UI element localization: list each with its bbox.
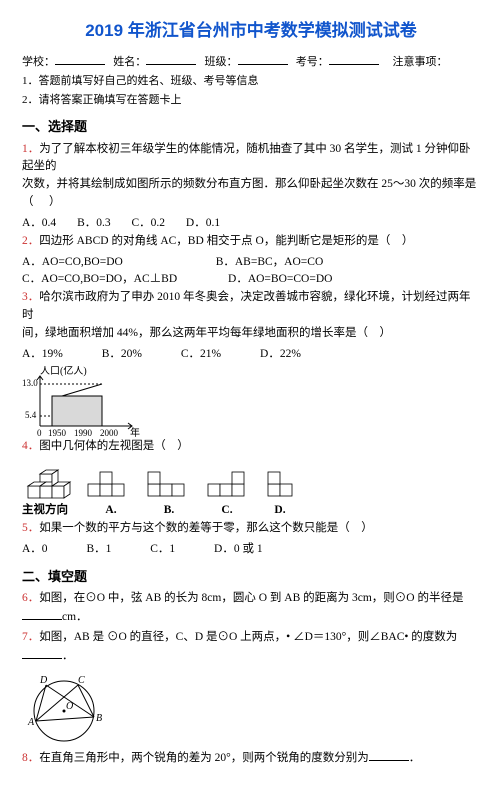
class-blank xyxy=(238,54,288,65)
q4-text: 图中几何体的左视图是（ ） xyxy=(39,440,189,452)
q8-text: 在直角三角形中，两个锐角的差为 20°，则两个锐角的度数分别为 xyxy=(39,752,368,764)
q3-x2: 1950 xyxy=(48,428,67,438)
q2-num: 2． xyxy=(22,235,39,247)
q7-blank xyxy=(22,647,62,659)
q5-opt-b: B．1 xyxy=(86,541,111,559)
q6: 6．如图，在⊙O 中，弦 AB 的长为 8cm，圆心 O 到 AB 的距离为 3… xyxy=(22,590,480,627)
q4-solid xyxy=(22,460,82,502)
q5-opts: A．0 B．1 C．1 D．0 或 1 xyxy=(22,541,480,559)
q1-opt-c: C．0.2 xyxy=(131,215,165,233)
q7-num: 7． xyxy=(22,631,39,643)
q1-num: 1． xyxy=(22,143,39,155)
q7-text: 如图，AB 是 ⊙O 的直径，C、D 是⊙O 上两点，• ∠D＝130°，则∠B… xyxy=(39,631,457,643)
q3-opt-b: B．20% xyxy=(102,346,142,364)
school-blank xyxy=(55,54,105,65)
q4-opt-b-fig xyxy=(144,464,202,502)
name-label: 姓名： xyxy=(113,56,146,68)
q5-num: 5． xyxy=(22,522,39,534)
examno-label: 考号： xyxy=(296,56,329,68)
school-label: 学校： xyxy=(22,56,55,68)
q3-text-b: 间，绿地面积增加 44%，那么这两年平均每年绿地面积的增长率是（ ） xyxy=(22,327,391,339)
class-label: 班级： xyxy=(205,56,238,68)
q2-opts-row1: A．AO=CO,BO=DO B．AB=BC，AO=CO xyxy=(22,254,480,272)
q1-paren: （ ） xyxy=(22,196,63,208)
q6-text: 如图，在⊙O 中，弦 AB 的长为 8cm，圆心 O 到 AB 的距离为 3cm… xyxy=(39,592,463,604)
q2-opts-row2: C．AO=CO,BO=DO，AC⊥BD D．AO=BO=CO=DO xyxy=(22,271,480,289)
section-2-title: 二、填空题 xyxy=(22,567,480,587)
q5-text: 如果一个数的平方与这个数的差等于零，那么这个数只能是（ ） xyxy=(39,522,373,534)
q1-text-b: 次数，并将其绘制成如图所示的频数分布直方图．那么仰卧起坐次数在 25～30 次的… xyxy=(22,178,476,190)
q4-front-label: 主视方向 xyxy=(22,502,82,520)
q4: 4．图中几何体的左视图是（ ） xyxy=(22,438,480,456)
q3-opt-c: C．21% xyxy=(181,346,221,364)
q5: 5．如果一个数的平方与这个数的差等于零，那么这个数只能是（ ） xyxy=(22,520,480,538)
meta-line-1: 学校： 姓名： 班级： 考号： 注意事项： xyxy=(22,54,480,71)
q4-label-c: C. xyxy=(198,502,256,520)
q3-opts: A．19% B．20% C．21% D．22% xyxy=(22,346,480,364)
q2-opt-c: C．AO=CO,BO=DO，AC⊥BD xyxy=(22,271,177,289)
q8: 8．在直角三角形中，两个锐角的差为 20°，则两个锐角的度数分别为 ． xyxy=(22,749,480,768)
q7-figure: O A B C D xyxy=(22,669,112,747)
q3-x3: 1990 xyxy=(74,428,93,438)
svg-text:C: C xyxy=(78,675,85,686)
q4-opt-d-fig xyxy=(264,464,312,502)
svg-text:B: B xyxy=(96,713,102,724)
q1-opt-a: A．0.4 xyxy=(22,215,56,233)
q3-opt-a: A．19% xyxy=(22,346,63,364)
q8-blank xyxy=(369,749,409,761)
q3-opt-d: D．22% xyxy=(260,346,301,364)
q3-chart: 人口(亿人) 13.0 5.4 0 1950 1990 2000 年 xyxy=(22,366,152,438)
q7: 7．如图，AB 是 ⊙O 的直径，C、D 是⊙O 上两点，• ∠D＝130°，则… xyxy=(22,629,480,666)
q1-opts: A．0.4 B．0.3 C．0.2 D．0.1 xyxy=(22,215,480,233)
q3-yhigh: 13.0 xyxy=(22,378,38,388)
q3-x4: 2000 xyxy=(100,428,119,438)
note-1: 1．答题前填写好自己的姓名、班级、考号等信息 xyxy=(22,73,480,90)
q1: 1．为了了解本校初三年级学生的体能情况，随机抽查了其中 30 名学生，测试 1 … xyxy=(22,141,480,212)
q4-figs xyxy=(22,460,480,502)
q1-opt-b: B．0.3 xyxy=(77,215,111,233)
q4-opt-a-fig xyxy=(84,464,142,502)
q3: 3．哈尔滨市政府为了申办 2010 年冬奥会，决定改善城市容貌，绿化环境，计划经… xyxy=(22,289,480,342)
q4-label-d: D. xyxy=(256,502,304,520)
note-label: 注意事项： xyxy=(393,56,448,68)
q2-opt-d: D．AO=BO=CO=DO xyxy=(228,271,332,289)
q6-blank xyxy=(22,608,62,620)
examno-blank xyxy=(329,54,379,65)
q8-num: 8． xyxy=(22,752,39,764)
note-2: 2．请将答案正确填写在答题卡上 xyxy=(22,92,480,109)
q2: 2．四边形 ABCD 的对角线 AC，BD 相交于点 O，能判断它是矩形的是（ … xyxy=(22,233,480,251)
q3-ylow: 5.4 xyxy=(25,410,37,420)
q3-xlabel: 年 xyxy=(130,426,140,438)
q3-x1: 0 xyxy=(37,428,42,438)
q5-opt-c: C．1 xyxy=(150,541,175,559)
q6-unit: cm． xyxy=(62,611,88,623)
q2-text: 四边形 ABCD 的对角线 AC，BD 相交于点 O，能判断它是矩形的是（ ） xyxy=(39,235,413,247)
name-blank xyxy=(146,54,196,65)
q5-opt-a: A．0 xyxy=(22,541,48,559)
q1-text-a: 为了了解本校初三年级学生的体能情况，随机抽查了其中 30 名学生，测试 1 分钟… xyxy=(22,143,471,173)
page-title: 2019 年浙江省台州市中考数学模拟测试试卷 xyxy=(22,18,480,44)
q8-tail: ． xyxy=(409,752,421,764)
q1-opt-d: D．0.1 xyxy=(186,215,220,233)
q3-ylabel: 人口(亿人) xyxy=(40,366,87,377)
q5-opt-d: D．0 或 1 xyxy=(214,541,263,559)
q4-label-row: 主视方向 A. B. C. D. xyxy=(22,502,480,520)
q4-label-b: B. xyxy=(140,502,198,520)
q4-opt-c-fig xyxy=(204,464,262,502)
svg-text:A: A xyxy=(27,717,35,728)
q3-text-a: 哈尔滨市政府为了申办 2010 年冬奥会，决定改善城市容貌，绿化环境，计划经过两… xyxy=(22,291,471,321)
svg-text:D: D xyxy=(39,675,48,686)
q2-opt-b: B．AB=BC，AO=CO xyxy=(216,254,324,272)
q4-num: 4． xyxy=(22,440,39,452)
q4-label-a: A. xyxy=(82,502,140,520)
q2-opt-a: A．AO=CO,BO=DO xyxy=(22,254,123,272)
q3-num: 3． xyxy=(22,291,39,303)
section-1-title: 一、选择题 xyxy=(22,117,480,137)
q6-num: 6． xyxy=(22,592,39,604)
